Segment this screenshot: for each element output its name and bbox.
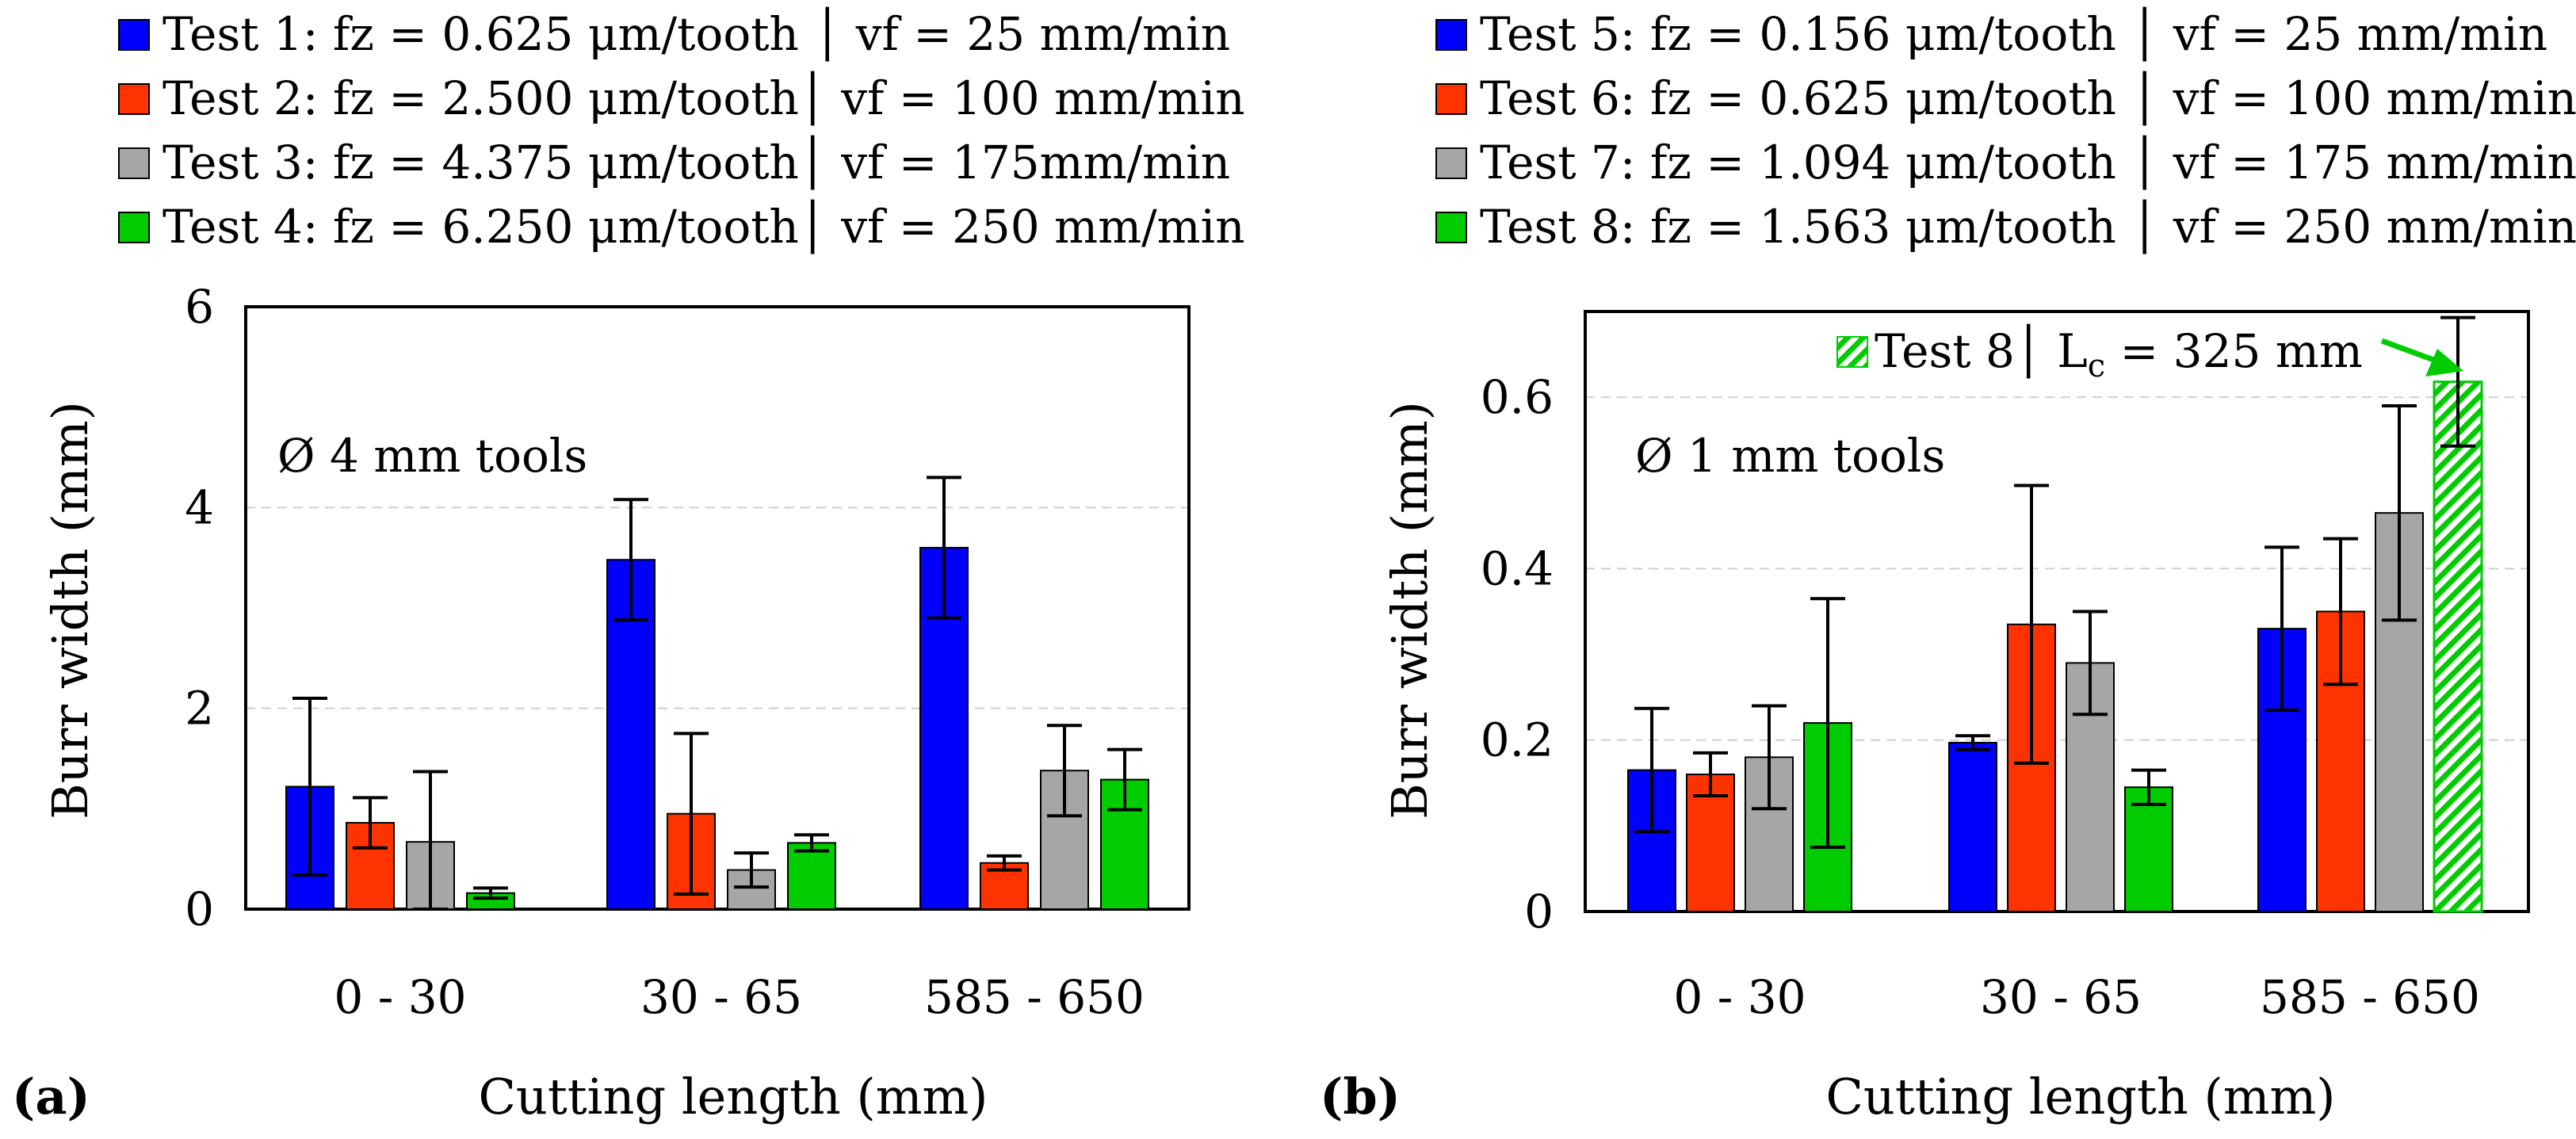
x-axis-label-a: Cutting length (mm) — [478, 1068, 988, 1126]
highlight-arrow-head — [2425, 349, 2463, 376]
legend-b-label-7: Test 7: fz = 1.094 μm/tooth │ vf = 175 m… — [1480, 135, 2576, 190]
highlight-prefix: Test 8│ L — [1875, 323, 2088, 379]
y-tick-a-0: 0 — [185, 882, 214, 936]
legend-a-item-1: Test 1: fz = 0.625 μm/tooth │ vf = 25 mm… — [118, 6, 1230, 62]
bar-a-s1-c2 — [606, 559, 655, 910]
bars-b — [1627, 315, 2483, 913]
legend-b-swatch-5 — [1435, 19, 1467, 51]
bar-b-s1-c2 — [1948, 741, 1997, 912]
legend-a-label-1: Test 1: fz = 0.625 μm/tooth │ vf = 25 mm… — [162, 6, 1230, 62]
legend-b-item-8: Test 8: fz = 1.563 μm/tooth │ vf = 250 m… — [1435, 199, 2576, 254]
legend-a: Test 1: fz = 0.625 μm/tooth │ vf = 25 mm… — [118, 6, 1245, 254]
legend-b-swatch-8 — [1435, 212, 1467, 243]
tool-annotation-a: Ø 4 mm tools — [277, 429, 587, 483]
legend-b-item-6: Test 6: fz = 0.625 μm/tooth │ vf = 100 m… — [1435, 71, 2576, 126]
x-axis-label-b: Cutting length (mm) — [1825, 1068, 2335, 1126]
legend-a-label-2: Test 2: fz = 2.500 μm/tooth│ vf = 100 mm… — [162, 71, 1245, 126]
highlight-text: Test 8│ Lc = 325 mm — [1875, 323, 2363, 384]
grid-a — [246, 506, 1189, 709]
y-axis-label-b: Burr width (mm) — [1381, 401, 1439, 820]
highlight-arrow-line — [2380, 338, 2437, 364]
plot-frame-a — [244, 305, 1191, 911]
x-tick-a-3: 585 - 650 — [924, 970, 1145, 1024]
legend-a-item-4: Test 4: fz = 6.250 μm/tooth│ vf = 250 mm… — [118, 199, 1245, 254]
y-tick-b-1: 0.2 — [1481, 713, 1554, 767]
x-tick-a-2: 30 - 65 — [640, 970, 802, 1024]
highlight-subscript: c — [2088, 348, 2105, 384]
legend-b: Test 5: fz = 0.156 μm/tooth │ vf = 25 mm… — [1435, 6, 2576, 254]
legend-a-swatch-2 — [118, 83, 150, 115]
y-axis-label-a: Burr width (mm) — [41, 401, 99, 820]
highlight-arrow — [2380, 338, 2463, 376]
legend-b-label-8: Test 8: fz = 1.563 μm/tooth │ vf = 250 m… — [1480, 199, 2576, 254]
panel-label-b: (b) — [1320, 1068, 1401, 1126]
y-ticks-b: 0 0.2 0.4 0.6 — [1481, 370, 1554, 938]
highlight-label: Test 8│ Lc = 325 mm — [1836, 323, 2363, 384]
legend-b-swatch-7 — [1435, 147, 1467, 179]
x-tick-a-1: 0 - 30 — [334, 970, 466, 1024]
legend-a-swatch-4 — [118, 212, 150, 243]
y-tick-b-2: 0.4 — [1481, 541, 1554, 595]
legend-b-label-6: Test 6: fz = 0.625 μm/tooth │ vf = 100 m… — [1480, 71, 2576, 126]
highlight-hatch-swatch — [1836, 336, 1868, 368]
plot-frame-b — [1584, 310, 2530, 913]
y-tick-a-3: 6 — [185, 280, 214, 334]
legend-a-label-4: Test 4: fz = 6.250 μm/tooth│ vf = 250 mm… — [162, 199, 1245, 254]
legend-b-item-5: Test 5: fz = 0.156 μm/tooth │ vf = 25 mm… — [1435, 6, 2547, 62]
x-tick-b-2: 30 - 65 — [1980, 970, 2142, 1024]
panel-b: Test 5: fz = 0.156 μm/tooth │ vf = 25 mm… — [1320, 6, 2576, 1126]
y-tick-b-0: 0 — [1524, 885, 1554, 938]
legend-b-label-5: Test 5: fz = 0.156 μm/tooth │ vf = 25 mm… — [1480, 6, 2547, 62]
x-tick-b-1: 0 - 30 — [1673, 970, 1806, 1024]
legend-b-item-7: Test 7: fz = 1.094 μm/tooth │ vf = 175 m… — [1435, 135, 2576, 190]
panel-a: Test 1: fz = 0.625 μm/tooth │ vf = 25 mm… — [12, 6, 1245, 1126]
y-ticks-a: 0 2 4 6 — [185, 280, 214, 936]
y-tick-a-1: 2 — [185, 682, 214, 736]
bar-b-s4-c2 — [2124, 786, 2173, 913]
legend-a-label-3: Test 3: fz = 4.375 μm/tooth│ vf = 175mm/… — [162, 135, 1230, 190]
legend-a-swatch-1 — [118, 19, 150, 51]
tool-annotation-b: Ø 1 mm tools — [1635, 429, 1945, 483]
bars-a — [285, 476, 1149, 911]
bar-b-s4-c3 — [2433, 380, 2483, 913]
legend-a-item-3: Test 3: fz = 4.375 μm/tooth│ vf = 175mm/… — [118, 135, 1230, 190]
y-tick-a-2: 4 — [185, 480, 214, 534]
legend-a-swatch-3 — [118, 147, 150, 179]
legend-b-swatch-6 — [1435, 83, 1467, 115]
legend-a-item-2: Test 2: fz = 2.500 μm/tooth│ vf = 100 mm… — [118, 71, 1245, 126]
panel-label-a: (a) — [12, 1068, 90, 1126]
y-tick-b-3: 0.6 — [1481, 370, 1554, 424]
bar-a-s4-c2 — [787, 842, 836, 911]
x-tick-b-3: 585 - 650 — [2260, 970, 2480, 1024]
grid-b — [1585, 396, 2528, 741]
highlight-suffix: = 325 mm — [2105, 324, 2363, 378]
